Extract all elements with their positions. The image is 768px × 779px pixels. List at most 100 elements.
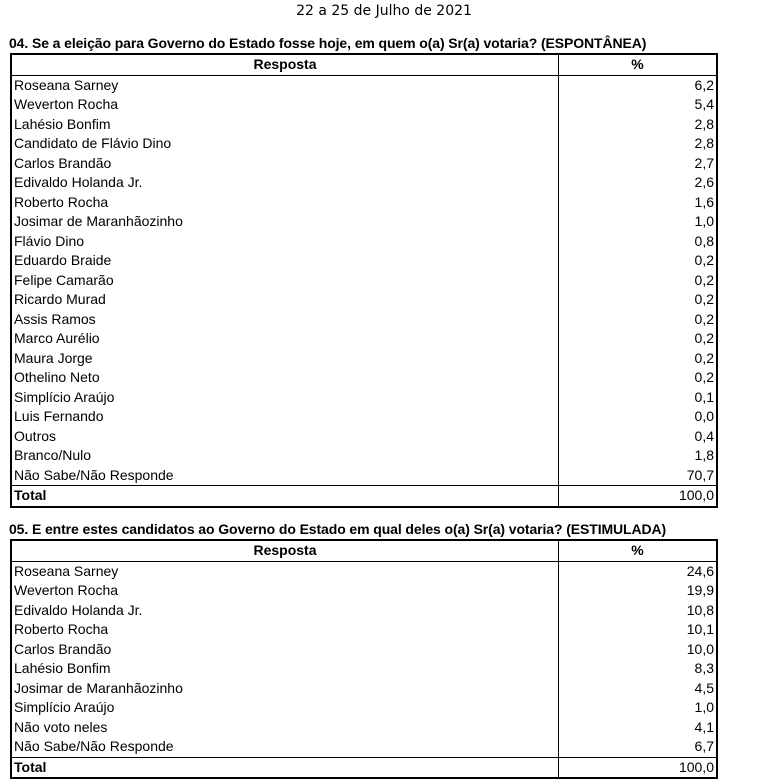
response-percent: 24,6 [686, 562, 714, 579]
response-label: Outros [11, 426, 559, 446]
table-header: Resposta% [11, 54, 717, 76]
response-percent: 1,0 [694, 699, 714, 716]
table-row: Flávio Dino 0,8 [11, 231, 717, 251]
response-label: Roseana Sarney [11, 561, 559, 581]
response-percent: 19,9 [686, 582, 714, 599]
response-label: Maura Jorge [11, 348, 559, 368]
survey-date: 22 a 25 de Julho de 2021 [296, 3, 472, 19]
response-label: Não Sabe/Não Responde [11, 737, 559, 757]
response-percent: 0,2 [694, 330, 714, 347]
table-row: Felipe Camarão 0,2 [11, 270, 717, 290]
response-percent: 4,5 [694, 679, 714, 696]
table-row: Eduardo Braide 0,2 [11, 251, 717, 271]
response-percent: 0,2 [694, 369, 714, 386]
header-resposta: Resposta [11, 540, 559, 562]
response-label: Ricardo Murad [11, 290, 559, 310]
table-row: Não Sabe/Não Responde 6,7 [11, 737, 717, 757]
table-row: Carlos Brandão 10,0 [11, 639, 717, 659]
response-label: Luis Fernando [11, 407, 559, 427]
response-label: Felipe Camarão [11, 270, 559, 290]
table-row: Josimar de Maranhãozinho 4,5 [11, 678, 717, 698]
table-row: Othelino Neto 0,2 [11, 368, 717, 388]
response-label: Assis Ramos [11, 309, 559, 329]
total-percent: 100,0 [558, 756, 717, 778]
response-percent: 0,2 [694, 291, 714, 308]
response-label: Simplício Araújo [11, 698, 559, 718]
response-percent: 2,7 [694, 154, 714, 171]
table-row: Weverton Rocha 5,4 [11, 95, 717, 115]
table-row: Lahésio Bonfim 8,3 [11, 659, 717, 679]
response-label: Othelino Neto [11, 368, 559, 388]
response-percent: 2,8 [694, 135, 714, 152]
response-percent: 10,8 [686, 601, 714, 618]
response-label: Weverton Rocha [11, 95, 559, 115]
table-row: Roseana Sarney 6,2 [11, 75, 717, 95]
response-label: Simplício Araújo [11, 387, 559, 407]
table-row: Candidato de Flávio Dino 2,8 [11, 134, 717, 154]
response-percent: 0,1 [694, 388, 714, 405]
response-label: Flávio Dino [11, 231, 559, 251]
response-label: Candidato de Flávio Dino [11, 134, 559, 154]
table-row: Não Sabe/Não Responde 70,7 [11, 465, 717, 486]
response-percent: 2,8 [694, 115, 714, 132]
response-percent: 2,6 [694, 174, 714, 191]
response-percent: 0,2 [694, 349, 714, 366]
response-percent: 8,3 [694, 660, 714, 677]
response-label: Edivaldo Holanda Jr. [11, 600, 559, 620]
response-label: Não Sabe/Não Responde [11, 465, 559, 486]
response-percent: 1,8 [694, 447, 714, 464]
total-label: Total [11, 756, 559, 778]
response-percent: 10,1 [686, 621, 714, 638]
response-label: Weverton Rocha [11, 581, 559, 601]
table-row: Weverton Rocha 19,9 [11, 581, 717, 601]
response-percent: 70,7 [686, 466, 714, 483]
response-label: Lahésio Bonfim [11, 659, 559, 679]
total-percent: 100,0 [558, 485, 717, 507]
question-5-title: 05. E entre estes candidatos ao Governo … [9, 521, 667, 537]
table-row: Não voto neles 4,1 [11, 717, 717, 737]
table-header: Resposta% [11, 540, 717, 562]
response-label: Não voto neles [11, 717, 559, 737]
response-percent: 5,4 [694, 96, 714, 113]
response-label: Roberto Rocha [11, 620, 559, 640]
response-percent: 6,2 [694, 76, 714, 93]
response-label: Eduardo Braide [11, 251, 559, 271]
table-row: Outros 0,4 [11, 426, 717, 446]
response-label: Roseana Sarney [11, 75, 559, 95]
response-percent: 4,1 [694, 718, 714, 735]
question-4-title: 04. Se a eleição para Governo do Estado … [9, 35, 647, 51]
response-label: Roberto Rocha [11, 192, 559, 212]
table-row: Josimar de Maranhãozinho 1,0 [11, 212, 717, 232]
response-percent: 0,2 [694, 271, 714, 288]
response-label: Carlos Brandão [11, 639, 559, 659]
table-row: Luis Fernando 0,0 [11, 407, 717, 427]
table-row: Roberto Rocha 10,1 [11, 620, 717, 640]
header-percent: % [558, 540, 717, 562]
response-percent: 0,2 [694, 252, 714, 269]
header-resposta: Resposta [11, 54, 559, 76]
response-label: Carlos Brandão [11, 153, 559, 173]
table-row: Assis Ramos 0,2 [11, 309, 717, 329]
response-percent: 0,2 [694, 310, 714, 327]
total-row: Total 100,0 [11, 756, 717, 778]
table-row: Branco/Nulo 1,8 [11, 446, 717, 466]
question-4-table: Resposta% Roseana Sarney 6,2 Weverton Rocha… [10, 53, 718, 508]
table-row: Edivaldo Holanda Jr. 2,6 [11, 173, 717, 193]
response-percent: 0,8 [694, 232, 714, 249]
table-row: Roberto Rocha 1,6 [11, 192, 717, 212]
total-label: Total [11, 485, 559, 507]
table-row: Marco Aurélio 0,2 [11, 329, 717, 349]
table-row: Edivaldo Holanda Jr. 10,8 [11, 600, 717, 620]
response-label: Josimar de Maranhãozinho [11, 212, 559, 232]
response-label: Branco/Nulo [11, 446, 559, 466]
table-row: Maura Jorge 0,2 [11, 348, 717, 368]
table-row: Carlos Brandão 2,7 [11, 153, 717, 173]
table-row: Lahésio Bonfim 2,8 [11, 114, 717, 134]
response-percent: 1,6 [694, 193, 714, 210]
response-label: Marco Aurélio [11, 329, 559, 349]
response-percent: 0,4 [694, 427, 714, 444]
table-row: Roseana Sarney 24,6 [11, 561, 717, 581]
response-percent: 6,7 [694, 738, 714, 755]
response-label: Lahésio Bonfim [11, 114, 559, 134]
response-label: Josimar de Maranhãozinho [11, 678, 559, 698]
